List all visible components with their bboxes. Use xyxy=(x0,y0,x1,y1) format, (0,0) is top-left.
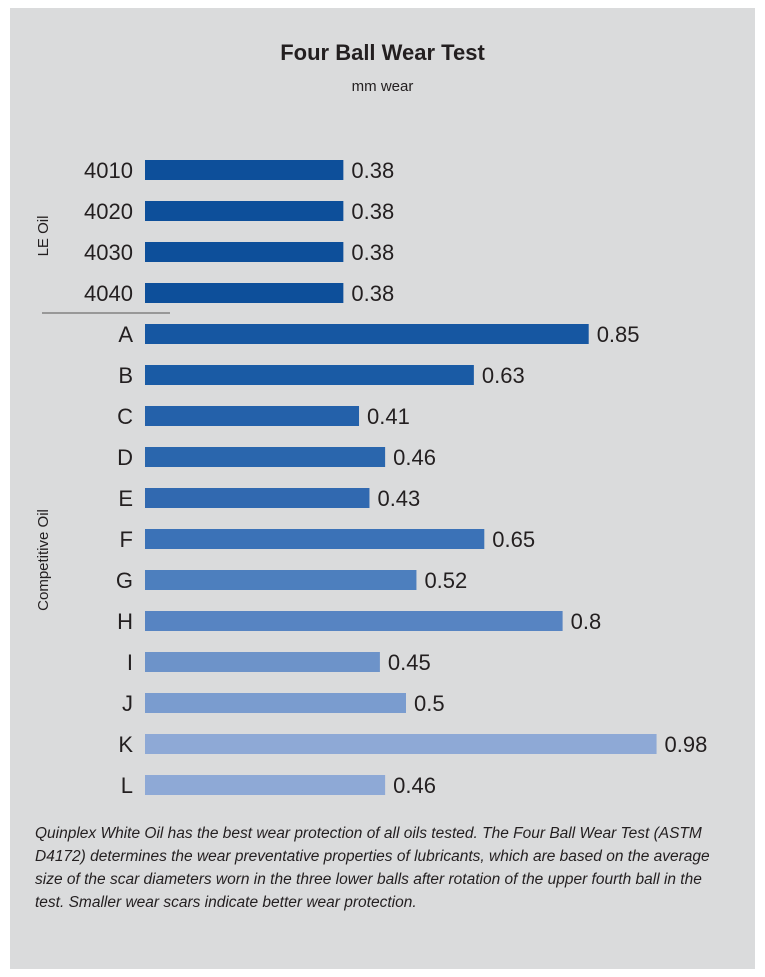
value-label-b: 0.63 xyxy=(482,363,525,388)
category-label-d: D xyxy=(117,445,133,470)
bar-h xyxy=(145,611,563,631)
bar-4040 xyxy=(145,283,344,303)
value-label-j: 0.5 xyxy=(414,691,445,716)
value-label-4030: 0.38 xyxy=(351,240,394,265)
category-label-l: L xyxy=(121,773,133,798)
category-label-e: E xyxy=(118,486,133,511)
chart-caption: Quinplex White Oil has the best wear pro… xyxy=(35,825,710,911)
category-label-g: G xyxy=(116,568,133,593)
category-label-b: B xyxy=(118,363,133,388)
bar-d xyxy=(145,447,386,467)
value-label-4010: 0.38 xyxy=(351,158,394,183)
category-label-k: K xyxy=(118,732,133,757)
chart-title: Four Ball Wear Test xyxy=(280,40,485,65)
value-label-l: 0.46 xyxy=(393,773,436,798)
bar-g xyxy=(145,570,417,590)
bar-4020 xyxy=(145,201,344,221)
category-label-4010: 4010 xyxy=(84,158,133,183)
bar-a xyxy=(145,324,589,344)
category-label-4040: 4040 xyxy=(84,281,133,306)
category-label-h: H xyxy=(117,609,133,634)
category-label-4020: 4020 xyxy=(84,199,133,224)
category-label-c: C xyxy=(117,404,133,429)
group-label-le-oil: LE Oil xyxy=(35,216,52,257)
bar-k xyxy=(145,734,657,754)
chart-panel xyxy=(10,8,755,969)
value-label-4040: 0.38 xyxy=(351,281,394,306)
bar-l xyxy=(145,775,386,795)
category-label-4030: 4030 xyxy=(84,240,133,265)
value-label-layer: 0.38 0.38 0.38 0.38 0.85 0.63 0.41 0.46 0.43 0.65… xyxy=(351,158,707,798)
category-label-i: I xyxy=(127,650,133,675)
category-label-j: J xyxy=(122,691,133,716)
value-label-g: 0.52 xyxy=(424,568,467,593)
bar-c xyxy=(145,406,360,426)
bar-layer xyxy=(145,160,657,795)
bar-i xyxy=(145,652,380,672)
value-label-c: 0.41 xyxy=(367,404,410,429)
bar-4010 xyxy=(145,160,344,180)
category-label-f: F xyxy=(120,527,133,552)
category-label-a: A xyxy=(118,322,133,347)
value-label-4020: 0.38 xyxy=(351,199,394,224)
bar-4030 xyxy=(145,242,344,262)
value-label-k: 0.98 xyxy=(665,732,708,757)
value-label-d: 0.46 xyxy=(393,445,436,470)
value-label-i: 0.45 xyxy=(388,650,431,675)
bar-e xyxy=(145,488,370,508)
value-label-e: 0.43 xyxy=(377,486,420,511)
value-label-f: 0.65 xyxy=(492,527,535,552)
bar-j xyxy=(145,693,406,713)
chart-subtitle: mm wear xyxy=(351,78,414,95)
bar-b xyxy=(145,365,474,385)
value-label-h: 0.8 xyxy=(571,609,602,634)
bar-f xyxy=(145,529,485,549)
group-label-competitive-oil: Competitive Oil xyxy=(35,509,52,611)
value-label-a: 0.85 xyxy=(597,322,640,347)
